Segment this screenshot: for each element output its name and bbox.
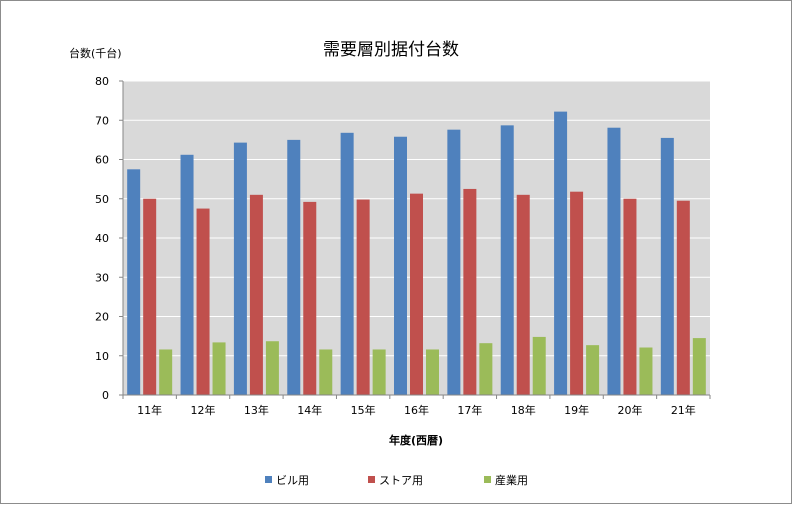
- bar: [426, 349, 439, 395]
- x-tick-label: 18年: [511, 403, 536, 417]
- y-tick-label: 50: [95, 193, 109, 206]
- y-tick-label: 20: [95, 311, 109, 324]
- x-tick-label: 17年: [457, 403, 482, 417]
- bar: [623, 198, 637, 395]
- bar: [127, 169, 141, 395]
- y-tick-label: 0: [102, 389, 109, 402]
- bar: [570, 191, 584, 395]
- legend-label: ストア用: [379, 474, 423, 487]
- y-tick-labels: 0 10 20 30 40 50 60 70 80: [95, 75, 123, 402]
- x-tick-label: 14年: [297, 403, 322, 417]
- bar: [660, 137, 674, 395]
- y-tick-label: 40: [95, 232, 109, 245]
- x-tick-label: 20年: [617, 403, 642, 417]
- bar: [410, 193, 423, 395]
- y-tick-label: 80: [95, 75, 109, 88]
- legend-swatch: [484, 476, 491, 483]
- bar: [319, 349, 333, 395]
- bar: [479, 343, 493, 395]
- bar: [447, 129, 461, 396]
- x-tick-label: 15年: [351, 403, 376, 417]
- bars: [127, 111, 706, 396]
- bar: [340, 132, 354, 395]
- bar: [143, 198, 157, 395]
- bar: [676, 200, 690, 395]
- bar: [639, 347, 653, 395]
- x-tick-label: 16年: [404, 403, 429, 417]
- x-tick-label: 19年: [564, 403, 589, 417]
- legend-swatch: [368, 476, 375, 483]
- bar: [607, 127, 621, 396]
- x-tick-label: 13年: [244, 403, 269, 417]
- y-tick-label: 30: [95, 271, 109, 284]
- bar: [463, 188, 477, 395]
- y-tick-label: 10: [95, 350, 109, 363]
- bar: [554, 111, 568, 396]
- legend-label: 産業用: [495, 474, 528, 487]
- x-axis-label: 年度(西暦): [389, 433, 443, 447]
- y-tick-label: 60: [95, 154, 109, 167]
- bar: [196, 208, 210, 395]
- bar: [394, 136, 407, 396]
- bar: [356, 199, 370, 395]
- bar: [233, 142, 247, 395]
- bar: [265, 341, 279, 395]
- bar: [516, 194, 530, 395]
- bar: [287, 139, 301, 395]
- bar: [212, 342, 226, 395]
- y-axis-label: 台数(千台): [69, 46, 122, 60]
- bar: [249, 194, 263, 395]
- bar: [500, 125, 514, 395]
- bar: [159, 349, 173, 395]
- legend: ビル用 ストア用 産業用: [265, 474, 528, 487]
- bar: [180, 154, 194, 395]
- chart-title: 需要層別据付台数: [323, 40, 459, 60]
- bar: [586, 345, 600, 395]
- bar: [532, 336, 546, 395]
- bar: [692, 338, 706, 395]
- bar: [303, 201, 317, 395]
- x-tick-labels: 11年 12年 13年 14年 15年 16年 17年 18年 19年 20年 21年: [122, 395, 711, 417]
- x-tick-label: 21年: [671, 403, 696, 417]
- x-tick-label: 12年: [191, 403, 216, 417]
- legend-swatch: [265, 476, 272, 483]
- y-tick-label: 70: [95, 114, 109, 127]
- legend-label: ビル用: [276, 474, 309, 487]
- x-tick-label: 11年: [137, 403, 162, 417]
- bar: [372, 349, 386, 395]
